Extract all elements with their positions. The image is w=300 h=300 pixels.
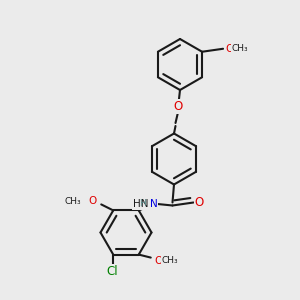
Text: O: O	[174, 100, 183, 113]
Text: CH₃: CH₃	[162, 256, 178, 265]
Text: O: O	[225, 44, 233, 54]
Text: N: N	[150, 199, 158, 209]
Text: CH₃: CH₃	[64, 197, 81, 206]
Text: O: O	[194, 196, 203, 209]
Text: HN: HN	[133, 199, 148, 209]
Text: O: O	[88, 196, 96, 206]
Text: O: O	[154, 256, 162, 266]
Text: H: H	[139, 199, 146, 208]
Text: CH₃: CH₃	[232, 44, 248, 53]
Text: Cl: Cl	[106, 265, 118, 278]
